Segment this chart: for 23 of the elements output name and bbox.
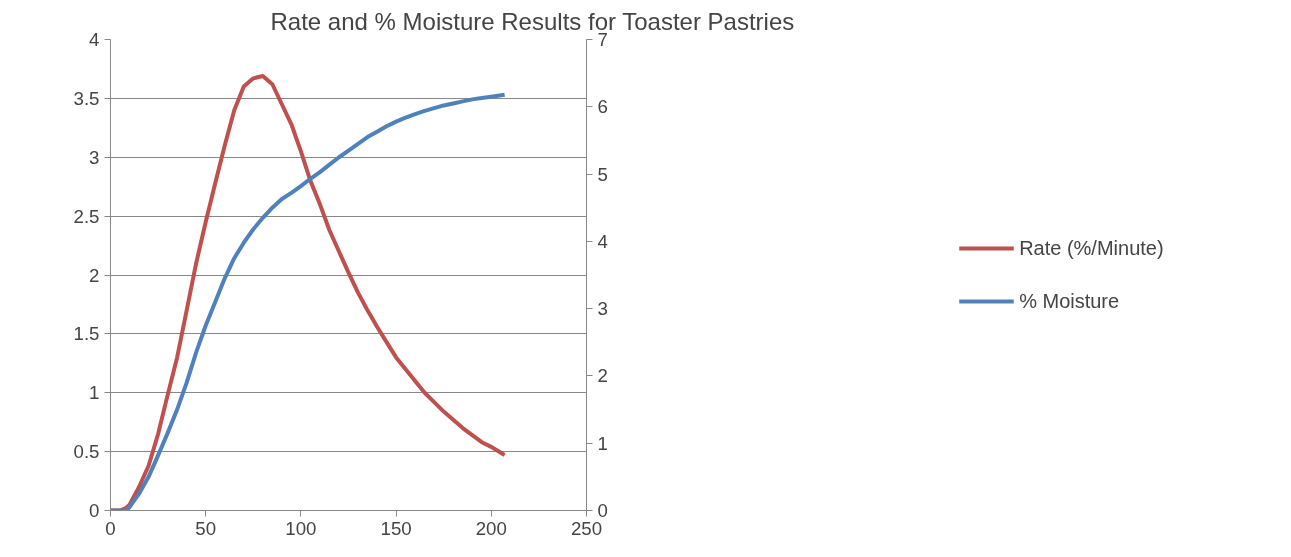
y-tick-label: 3.5: [73, 87, 100, 109]
x-tick-label: 150: [380, 517, 412, 539]
y-tick-label: 4: [89, 29, 100, 50]
y2-tick-label: 4: [597, 230, 608, 252]
y2-tick-label: 3: [597, 298, 608, 320]
y-tick-label: 2: [89, 264, 100, 286]
y2-tick-label: 1: [597, 432, 608, 454]
legend-label: Rate (%/Minute): [1019, 236, 1164, 260]
y2-tick-label: 7: [597, 29, 608, 50]
y-tick-label: 2.5: [73, 205, 100, 227]
legend-label: % Moisture: [1019, 289, 1120, 313]
y2-tick-label: 6: [597, 96, 608, 118]
y2-tick-label: 2: [597, 365, 608, 387]
x-tick-label: 50: [195, 517, 217, 539]
y-tick-label: 1: [89, 382, 100, 404]
x-tick-label: 100: [285, 517, 317, 539]
y-tick-label: 0.5: [73, 441, 100, 463]
x-tick-label: 0: [105, 517, 116, 539]
x-tick-label: 200: [475, 517, 507, 539]
y-tick-label: 3: [89, 146, 100, 168]
y2-tick-label: 5: [597, 163, 608, 185]
y-tick-label: 1.5: [73, 323, 100, 345]
y-tick-label: 0: [89, 500, 100, 521]
